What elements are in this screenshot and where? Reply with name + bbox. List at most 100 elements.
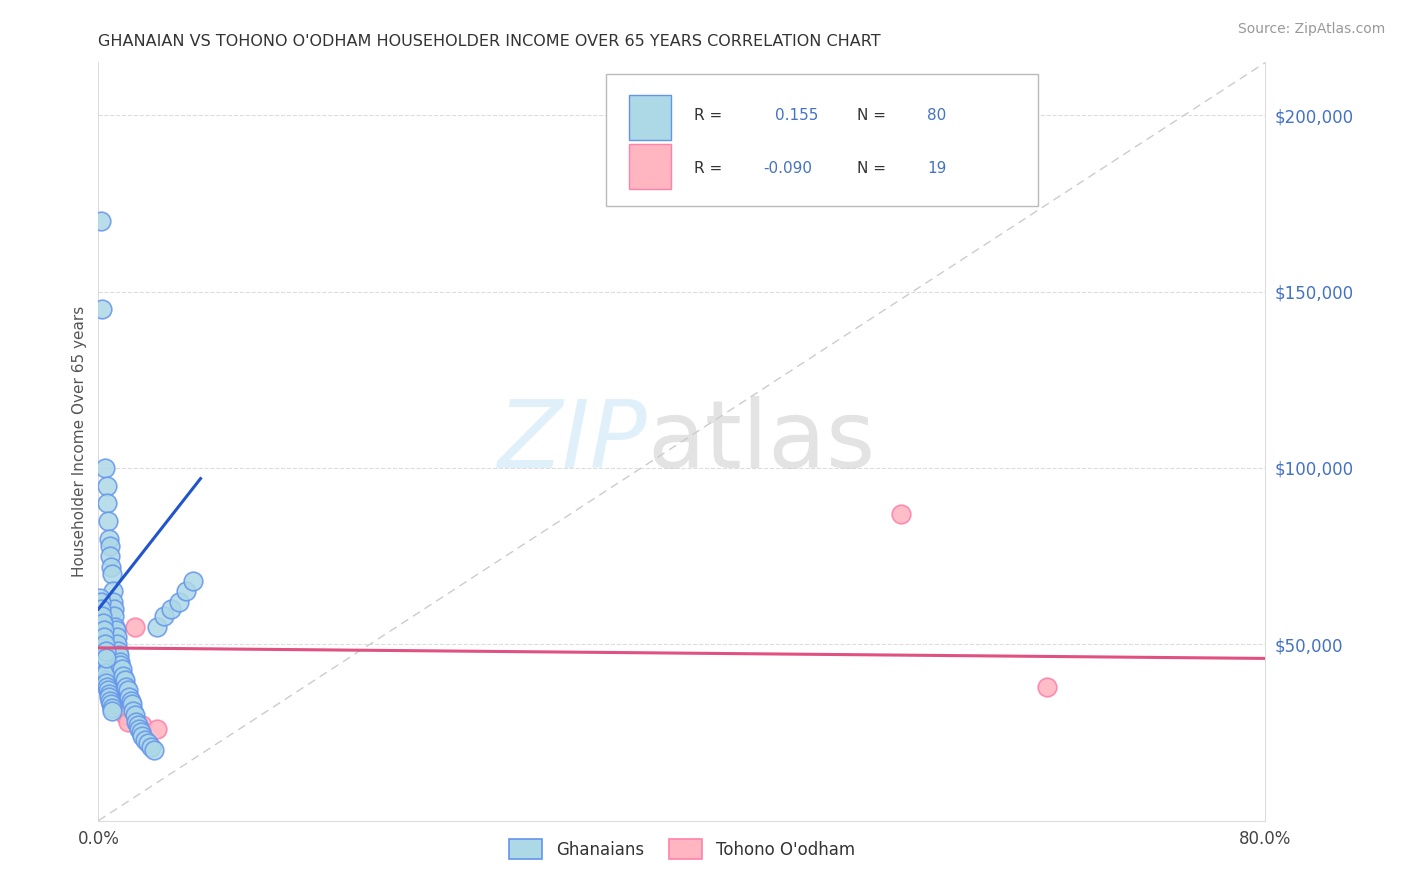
Point [105,637,128,651]
Point [91,648,114,662]
Point [101,690,124,705]
Point [94,637,117,651]
Point [128,722,150,736]
Point [114,673,136,687]
Point [91,302,114,317]
Point [90,602,112,616]
Point [96,496,118,510]
Point [94,665,117,680]
Point [181,574,204,588]
Point [108,698,131,712]
Point [93,651,115,665]
Point [97,680,120,694]
Point [97,514,120,528]
Point [97,683,120,698]
Point [167,595,190,609]
Text: atlas: atlas [647,395,875,488]
Point [94,669,117,683]
Point [142,743,165,757]
Point [101,584,124,599]
Point [107,644,129,658]
Point [96,676,118,690]
Point [93,624,115,638]
Point [91,616,114,631]
Text: N =: N = [858,108,886,123]
Point [100,687,122,701]
Point [100,549,122,563]
Point [108,648,131,662]
Point [98,690,121,705]
Text: Source: ZipAtlas.com: Source: ZipAtlas.com [1237,22,1385,37]
Point [96,478,118,492]
Point [174,584,197,599]
Point [104,620,127,634]
Point [146,620,169,634]
Point [100,698,122,712]
Point [100,700,122,714]
Point [118,690,141,705]
Point [90,637,112,651]
Point [160,602,183,616]
Point [90,214,112,228]
Point [93,662,115,676]
Point [93,630,115,644]
Text: R =: R = [693,108,721,123]
Point [93,658,115,673]
Point [90,620,112,634]
Point [120,694,142,708]
Legend: Ghanaians, Tohono O'odham: Ghanaians, Tohono O'odham [502,833,862,865]
Point [131,718,153,732]
Point [93,665,115,680]
Point [96,651,118,665]
Point [100,559,122,574]
Point [91,655,114,669]
Text: ZIP: ZIP [498,396,647,487]
Point [1035,680,1057,694]
Point [90,602,112,616]
Point [139,739,162,754]
Point [110,658,132,673]
Point [111,700,134,714]
Point [103,609,125,624]
Text: 19: 19 [927,161,946,176]
Point [101,566,124,581]
Point [890,507,912,521]
Point [121,698,143,712]
Point [101,595,124,609]
Text: 80: 80 [927,108,946,123]
Point [93,662,115,676]
Point [124,707,146,722]
Point [90,644,112,658]
Point [117,683,139,698]
Text: GHANAIAN VS TOHONO O'ODHAM HOUSEHOLDER INCOME OVER 65 YEARS CORRELATION CHART: GHANAIAN VS TOHONO O'ODHAM HOUSEHOLDER I… [98,34,882,49]
Point [101,704,124,718]
Point [96,680,118,694]
Point [90,595,112,609]
Point [98,694,121,708]
Point [91,655,114,669]
Point [91,644,114,658]
Point [115,680,138,694]
Point [104,624,127,638]
Point [94,644,117,658]
Point [94,461,117,475]
Text: N =: N = [858,161,886,176]
Point [97,687,120,701]
Text: -0.090: -0.090 [763,161,813,176]
FancyBboxPatch shape [630,95,672,140]
FancyBboxPatch shape [630,145,672,189]
FancyBboxPatch shape [606,74,1038,207]
Point [127,718,149,732]
Point [94,673,117,687]
Y-axis label: Householder Income Over 65 years: Householder Income Over 65 years [72,306,87,577]
Point [136,736,159,750]
Point [105,630,128,644]
Point [124,620,146,634]
Point [153,609,176,624]
Point [103,602,125,616]
Text: R =: R = [693,161,721,176]
Point [134,732,156,747]
Point [114,707,136,722]
Point [108,655,131,669]
Point [125,714,148,729]
